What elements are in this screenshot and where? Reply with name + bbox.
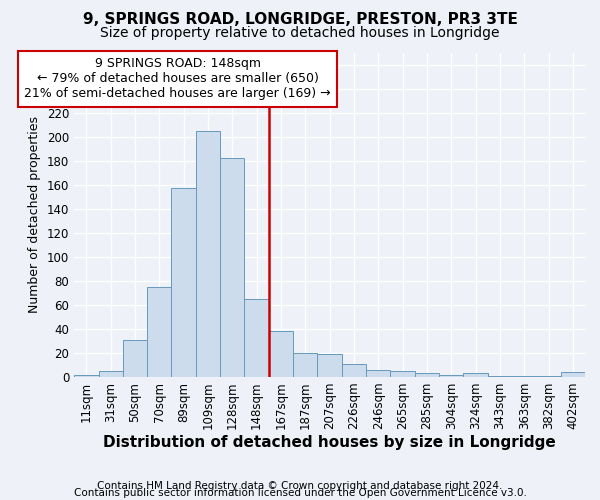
- Bar: [488, 376, 512, 377]
- Bar: [98, 371, 123, 377]
- Bar: [342, 364, 366, 377]
- Bar: [512, 376, 536, 377]
- Text: Contains public sector information licensed under the Open Government Licence v3: Contains public sector information licen…: [74, 488, 526, 498]
- Y-axis label: Number of detached properties: Number of detached properties: [28, 116, 41, 313]
- Bar: [196, 130, 220, 377]
- Text: 9, SPRINGS ROAD, LONGRIDGE, PRESTON, PR3 3TE: 9, SPRINGS ROAD, LONGRIDGE, PRESTON, PR3…: [83, 12, 517, 28]
- Bar: [536, 376, 560, 377]
- Text: Size of property relative to detached houses in Longridge: Size of property relative to detached ho…: [100, 26, 500, 40]
- Bar: [415, 374, 439, 377]
- Text: 9 SPRINGS ROAD: 148sqm
← 79% of detached houses are smaller (650)
21% of semi-de: 9 SPRINGS ROAD: 148sqm ← 79% of detached…: [24, 58, 331, 100]
- Bar: [220, 158, 244, 377]
- Bar: [317, 354, 342, 377]
- Bar: [147, 287, 172, 377]
- Bar: [74, 374, 98, 377]
- Bar: [391, 371, 415, 377]
- X-axis label: Distribution of detached houses by size in Longridge: Distribution of detached houses by size …: [103, 435, 556, 450]
- Bar: [269, 332, 293, 377]
- Bar: [366, 370, 391, 377]
- Bar: [293, 353, 317, 377]
- Bar: [123, 340, 147, 377]
- Bar: [244, 299, 269, 377]
- Bar: [463, 374, 488, 377]
- Bar: [560, 372, 585, 377]
- Bar: [439, 374, 463, 377]
- Bar: [172, 188, 196, 377]
- Text: Contains HM Land Registry data © Crown copyright and database right 2024.: Contains HM Land Registry data © Crown c…: [97, 481, 503, 491]
